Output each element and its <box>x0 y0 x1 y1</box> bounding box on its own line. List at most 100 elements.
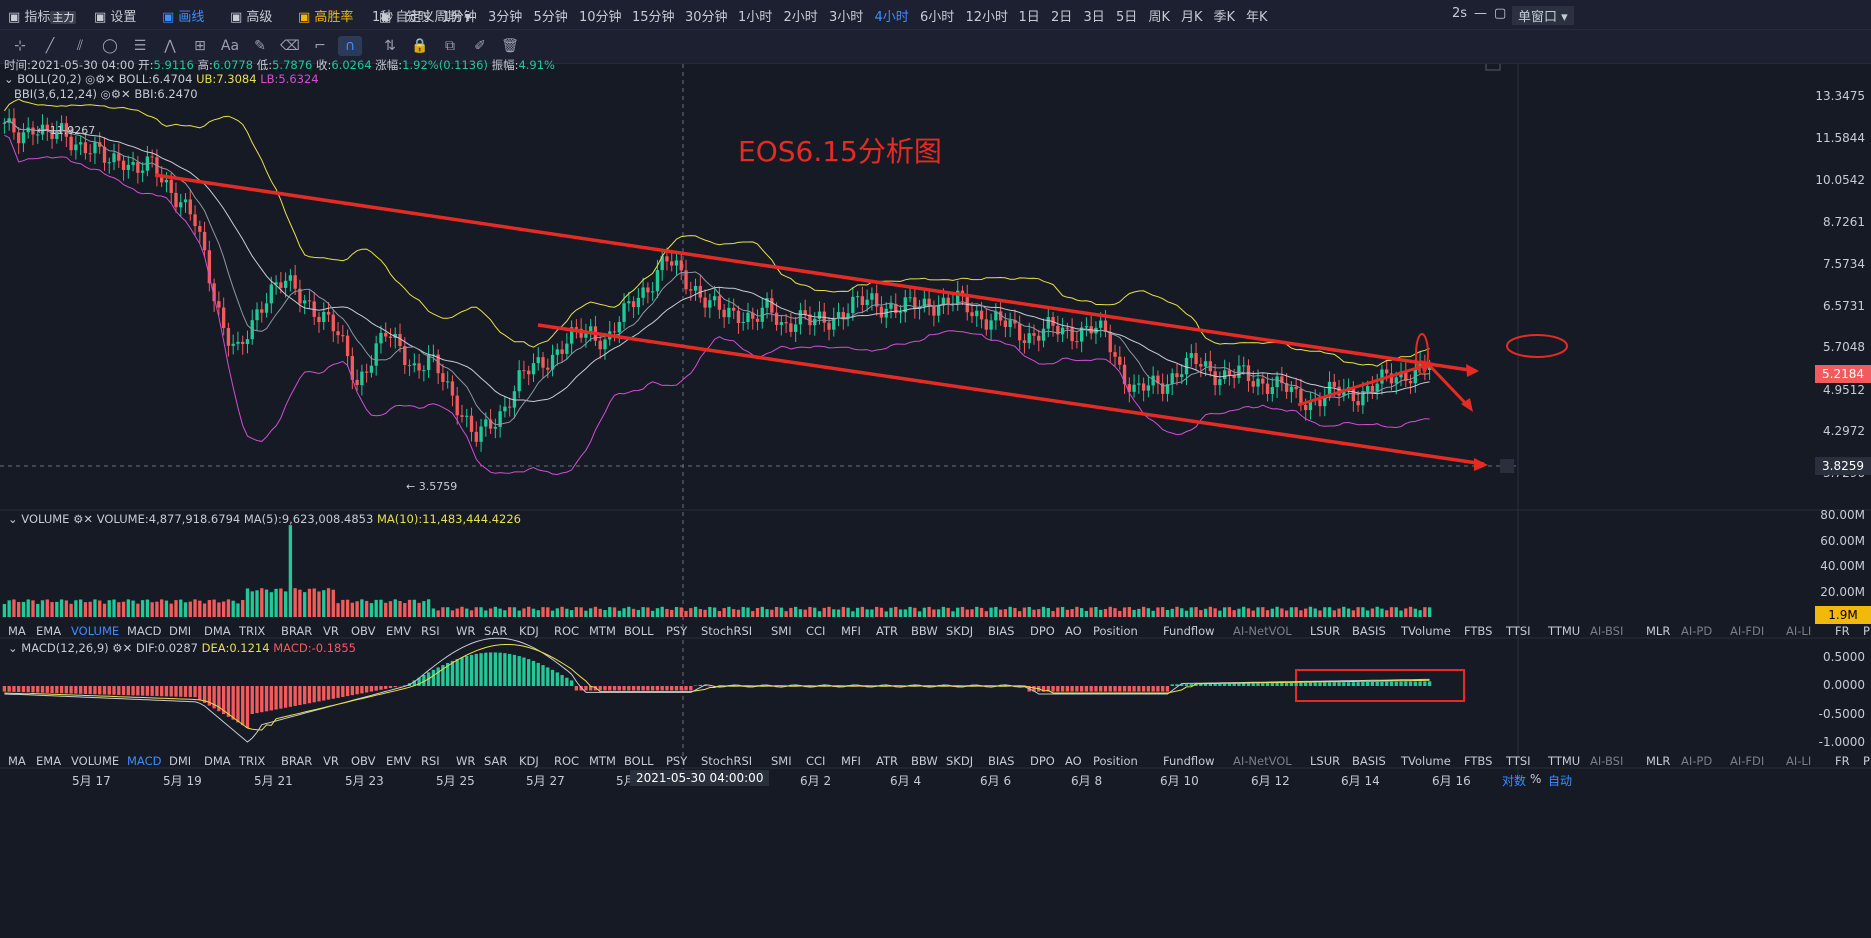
indicator-tab-fundflow[interactable]: Fundflow <box>1163 624 1215 638</box>
eye-icon[interactable]: ◎ <box>85 72 96 86</box>
indicator-tab-kdj[interactable]: KDJ <box>519 624 539 638</box>
fib-icon[interactable]: ⫽ <box>76 38 84 54</box>
auto-toggle[interactable]: 自动 <box>1548 774 1573 788</box>
period-季K[interactable]: 季K <box>1213 10 1236 25</box>
refresh-rate[interactable]: 2s <box>1452 6 1468 21</box>
period-分时[interactable]: 分时 <box>404 10 431 25</box>
indicator-tab-position[interactable]: Position <box>1093 624 1138 638</box>
crosshair-icon[interactable]: ⊹ <box>14 38 26 54</box>
indicator-tab-bias[interactable]: BIAS <box>988 754 1015 768</box>
indicator-tab-skdj[interactable]: SKDJ <box>946 624 974 638</box>
eye-icon[interactable]: ◎ <box>100 87 111 101</box>
indicator-tab-dma[interactable]: DMA <box>204 624 231 638</box>
indicator-tab-obv[interactable]: OBV <box>351 624 376 638</box>
period-10分钟[interactable]: 10分钟 <box>579 10 622 25</box>
indicator-tab-vr[interactable]: VR <box>323 754 339 768</box>
gear-icon[interactable]: ⚙ <box>110 87 122 101</box>
period-6小时[interactable]: 6小时 <box>920 10 955 25</box>
toolbar-item-5[interactable]: ▣ 自定义周期 ▾ <box>379 10 472 25</box>
indicator-tab-trix[interactable]: TRIX <box>239 754 266 768</box>
close-icon[interactable]: ✕ <box>121 87 131 101</box>
indicator-tab-dma[interactable]: DMA <box>204 754 231 768</box>
log-scale-toggle[interactable]: 对数 <box>1502 774 1527 788</box>
collapse-icon[interactable]: ⌄ <box>8 641 18 655</box>
indicator-tab-ai-bsi[interactable]: AI-BSI <box>1590 624 1624 638</box>
indicator-tab-mfi[interactable]: MFI <box>841 624 861 638</box>
indicator-tab-ai-li[interactable]: AI-LI <box>1786 754 1812 768</box>
indicator-tab-sar[interactable]: SAR <box>484 754 508 768</box>
toolbar-item-4[interactable]: ▣ 高胜率 <box>298 10 354 25</box>
indicator-tab-ma[interactable]: MA <box>8 754 26 768</box>
indicator-tab-trix[interactable]: TRIX <box>239 624 266 638</box>
compare-icon[interactable]: ⇅ <box>384 38 396 54</box>
indicator-tab-vr[interactable]: VR <box>323 624 339 638</box>
indicator-tab-ema[interactable]: EMA <box>36 624 62 638</box>
wave-icon[interactable]: ⋀ <box>164 38 176 54</box>
indicator-tab-wr[interactable]: WR <box>456 624 476 638</box>
period-3分钟[interactable]: 3分钟 <box>488 10 523 25</box>
edit-icon[interactable]: ✐ <box>474 38 486 54</box>
indicator-tab-pfr[interactable]: PFR <box>1863 624 1871 638</box>
period-5分钟[interactable]: 5分钟 <box>533 10 568 25</box>
window-mode-select[interactable]: 单窗口 ▾ <box>1512 6 1574 25</box>
indicator-tab-brar[interactable]: BRAR <box>281 754 313 768</box>
copy-icon[interactable]: ⧉ <box>445 38 455 54</box>
period-月K[interactable]: 月K <box>1181 10 1203 25</box>
indicator-tab-position[interactable]: Position <box>1093 754 1138 768</box>
indicator-tab-ttsi[interactable]: TTSI <box>1506 754 1531 768</box>
close-icon[interactable]: ✕ <box>105 72 116 86</box>
period-3日[interactable]: 3日 <box>1083 10 1105 25</box>
toolbar-item-0[interactable]: ▣ 指标 主力 <box>8 10 77 25</box>
indicator-tab-ftbs[interactable]: FTBS <box>1464 754 1493 768</box>
brush-icon[interactable]: ✎ <box>254 38 266 54</box>
indicator-tab-sar[interactable]: SAR <box>484 624 508 638</box>
indicator-tab-ttmu[interactable]: TTMU <box>1548 624 1581 638</box>
indicator-tab-dpo[interactable]: DPO <box>1030 754 1055 768</box>
indicator-tab-emv[interactable]: EMV <box>386 754 412 768</box>
collapse-icon[interactable]: ⌄ <box>8 512 18 526</box>
indicator-tab-fundflow[interactable]: Fundflow <box>1163 754 1215 768</box>
indicator-tab-atr[interactable]: ATR <box>876 624 898 638</box>
indicator-tab-roc[interactable]: ROC <box>554 754 580 768</box>
indicator-tab-boll[interactable]: BOLL <box>624 624 654 638</box>
period-年K[interactable]: 年K <box>1246 10 1268 25</box>
indicator-tab-mfi[interactable]: MFI <box>841 754 861 768</box>
indicator-tab-psy[interactable]: PSY <box>666 754 688 768</box>
percent-toggle[interactable]: % <box>1530 772 1542 786</box>
period-12小时[interactable]: 12小时 <box>965 10 1009 25</box>
indicator-tab-ao[interactable]: AO <box>1065 624 1082 638</box>
chart-canvas[interactable] <box>0 64 1871 938</box>
indicator-tab-rsi[interactable]: RSI <box>421 624 440 638</box>
eraser-icon[interactable]: ⌫ <box>280 38 300 54</box>
indicator-tab-ai-bsi[interactable]: AI-BSI <box>1590 754 1624 768</box>
measure-icon[interactable]: ⊞ <box>194 38 206 54</box>
indicator-tab-ao[interactable]: AO <box>1065 754 1082 768</box>
period-4小时[interactable]: 4小时 <box>874 10 909 25</box>
text-icon[interactable]: Aa <box>220 38 240 54</box>
period-5日[interactable]: 5日 <box>1116 10 1138 25</box>
collapse-icon[interactable]: ⌄ <box>4 72 14 86</box>
ellipse-icon[interactable]: ◯ <box>102 38 118 54</box>
indicator-tab-mlr[interactable]: MLR <box>1646 754 1671 768</box>
indicator-tab-mlr[interactable]: MLR <box>1646 624 1671 638</box>
indicator-tab-ttmu[interactable]: TTMU <box>1548 754 1581 768</box>
gear-icon[interactable]: ⚙ <box>73 512 84 526</box>
indicator-tab-dpo[interactable]: DPO <box>1030 624 1055 638</box>
indicator-tab-rsi[interactable]: RSI <box>421 754 440 768</box>
indicator-tab-kdj[interactable]: KDJ <box>519 754 539 768</box>
lock-icon[interactable]: 🔒 <box>411 38 429 54</box>
indicator-tab-volume[interactable]: VOLUME <box>71 754 120 768</box>
period-30分钟[interactable]: 30分钟 <box>685 10 728 25</box>
indicator-tab-bbw[interactable]: BBW <box>911 754 938 768</box>
indicator-tab-ai-fdi[interactable]: AI-FDI <box>1730 754 1765 768</box>
indicator-tab-wr[interactable]: WR <box>456 754 476 768</box>
trash-icon[interactable]: 🗑 <box>501 38 519 54</box>
parallel-icon[interactable]: ☰ <box>133 38 147 54</box>
indicator-tab-psy[interactable]: PSY <box>666 624 688 638</box>
period-2日[interactable]: 2日 <box>1051 10 1073 25</box>
indicator-tab-brar[interactable]: BRAR <box>281 624 313 638</box>
indicator-tab-lsur[interactable]: LSUR <box>1310 624 1341 638</box>
indicator-tab-macd[interactable]: MACD <box>127 624 162 638</box>
indicator-tab-ftbs[interactable]: FTBS <box>1464 624 1493 638</box>
indicator-tab-ma[interactable]: MA <box>8 624 26 638</box>
